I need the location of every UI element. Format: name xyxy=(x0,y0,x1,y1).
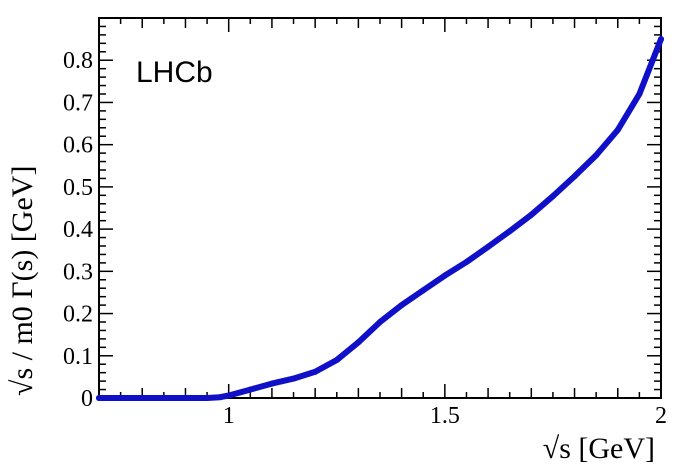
data-point xyxy=(377,319,383,325)
data-point xyxy=(312,368,319,375)
data-point xyxy=(217,394,224,401)
y-tick-label: 0.4 xyxy=(63,217,93,243)
data-point xyxy=(247,386,254,393)
data-point xyxy=(204,395,211,401)
data-point xyxy=(96,395,102,401)
data-point xyxy=(182,395,189,401)
data-point xyxy=(290,375,297,382)
data-series-line xyxy=(96,36,664,401)
data-point xyxy=(614,126,621,133)
data-point xyxy=(658,36,664,43)
axis-tick-labels: 1 1.5 2 0 0.1 0.2 0.3 0.4 0.5 0.6 0.7 0.8 xyxy=(63,48,667,429)
data-point xyxy=(441,272,448,279)
y-tick-label: 0.2 xyxy=(63,302,93,328)
data-point xyxy=(506,228,513,235)
data-point xyxy=(333,357,340,363)
x-tick-label: 1 xyxy=(223,403,235,429)
data-point xyxy=(420,287,427,294)
y-tick-label: 0 xyxy=(81,386,93,412)
y-tick-label: 0.6 xyxy=(63,133,93,159)
y-tick-label: 0.8 xyxy=(63,48,93,74)
y-axis-title: √s / m0 Γ(s) [GeV] xyxy=(6,166,39,396)
data-point xyxy=(549,193,556,200)
data-points xyxy=(96,36,664,401)
x-tick-label: 1.5 xyxy=(430,403,460,429)
data-point xyxy=(571,173,578,180)
y-tick-label: 0.3 xyxy=(63,259,93,285)
data-point xyxy=(463,259,470,266)
data-point xyxy=(636,91,643,97)
x-axis-title: √s [GeV] xyxy=(543,432,655,465)
data-point xyxy=(528,211,535,218)
data-point xyxy=(225,392,232,399)
data-point xyxy=(593,152,600,159)
data-point xyxy=(139,395,146,401)
y-tick-label: 0.7 xyxy=(63,90,93,116)
data-point xyxy=(355,339,362,346)
axis-ticks xyxy=(98,17,662,399)
x-tick-label: 2 xyxy=(655,403,667,429)
y-tick-label: 0.1 xyxy=(63,344,93,370)
y-tick-label: 0.5 xyxy=(63,175,93,201)
data-point xyxy=(485,243,492,250)
lhcb-label: LHCb xyxy=(136,56,213,89)
data-point xyxy=(268,380,275,387)
data-point xyxy=(398,302,405,309)
